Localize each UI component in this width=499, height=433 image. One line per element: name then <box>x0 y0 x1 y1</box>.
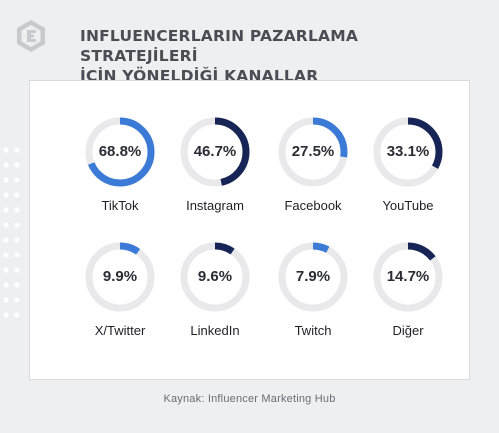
donut-ring <box>373 242 443 312</box>
donut-value-label: 9.9% <box>102 268 138 285</box>
chart-card: 68.8% TikTok 46.7% Instagram 27.5% Facebook 33… <box>29 80 470 380</box>
decorative-dot <box>14 207 20 213</box>
decorative-dot <box>14 162 20 168</box>
donut-category-label: Twitch <box>294 323 332 338</box>
source-note: Kaynak: Influencer Marketing Hub <box>163 393 336 405</box>
decorative-dot <box>3 147 9 153</box>
donut-item: 7.9% Twitch <box>268 241 358 351</box>
donut-value-label: 46.7% <box>193 143 237 160</box>
decorative-dot <box>3 207 9 213</box>
donut-item: 14.7% Diğer <box>363 241 453 351</box>
decorative-dot <box>3 177 9 183</box>
decorative-dot <box>3 237 9 243</box>
donut-value-label: 14.7% <box>386 268 430 285</box>
decorative-dot <box>14 252 20 258</box>
donut-item: 33.1% YouTube <box>363 116 453 226</box>
donut-arc <box>85 117 155 187</box>
decorative-dot <box>3 282 9 288</box>
title-line-1: INFLUENCERLARIN PAZARLAMA STRATEJİLERİ <box>80 27 359 65</box>
donut-item: 68.8% TikTok <box>75 116 165 226</box>
donut-item: 9.6% LinkedIn <box>170 241 260 351</box>
decorative-dot <box>3 162 9 168</box>
donut-arc <box>278 117 348 187</box>
decorative-dot <box>3 267 9 273</box>
donut-value-label: 27.5% <box>291 143 335 160</box>
decorative-dot <box>14 237 20 243</box>
donut-item: 46.7% Instagram <box>170 116 260 226</box>
decorative-dot <box>3 222 9 228</box>
donut-value-label: 68.8% <box>98 143 142 160</box>
decorative-dot <box>3 297 9 303</box>
decorative-dot <box>14 147 20 153</box>
donut-ring <box>278 117 348 187</box>
donut-category-label: Instagram <box>186 198 244 213</box>
decorative-dot <box>14 312 20 318</box>
decorative-dot <box>3 192 9 198</box>
donut-category-label: Diğer <box>392 323 424 338</box>
decorative-dot <box>14 297 20 303</box>
decorative-dot <box>3 312 9 318</box>
donut-ring <box>180 117 250 187</box>
donut-category-label: TikTok <box>101 198 139 213</box>
donut-category-label: X/Twitter <box>94 323 146 338</box>
donut-arc <box>278 242 348 312</box>
donut-value-label: 33.1% <box>386 143 430 160</box>
donut-ring <box>85 117 155 187</box>
decorative-dot <box>14 282 20 288</box>
brand-logo-icon <box>17 20 45 52</box>
decorative-dot <box>14 192 20 198</box>
page-title: INFLUENCERLARIN PAZARLAMA STRATEJİLERİ İ… <box>80 26 480 86</box>
decorative-dot <box>14 267 20 273</box>
donut-ring <box>85 242 155 312</box>
donut-value-label: 9.6% <box>197 268 233 285</box>
donut-ring <box>278 242 348 312</box>
donut-arc <box>85 242 155 312</box>
donut-ring <box>180 242 250 312</box>
donut-category-label: LinkedIn <box>190 323 240 338</box>
donut-item: 9.9% X/Twitter <box>75 241 165 351</box>
decorative-dot <box>14 222 20 228</box>
donut-arc <box>373 117 443 187</box>
donut-arc <box>180 117 250 187</box>
donut-ring <box>373 117 443 187</box>
donut-item: 27.5% Facebook <box>268 116 358 226</box>
donut-category-label: Facebook <box>284 198 342 213</box>
donut-arc <box>373 242 443 312</box>
decorative-dot-pattern <box>3 147 20 318</box>
decorative-dot <box>14 177 20 183</box>
decorative-dot <box>3 252 9 258</box>
donut-category-label: YouTube <box>382 198 434 213</box>
donut-arc <box>180 242 250 312</box>
donut-value-label: 7.9% <box>295 268 331 285</box>
